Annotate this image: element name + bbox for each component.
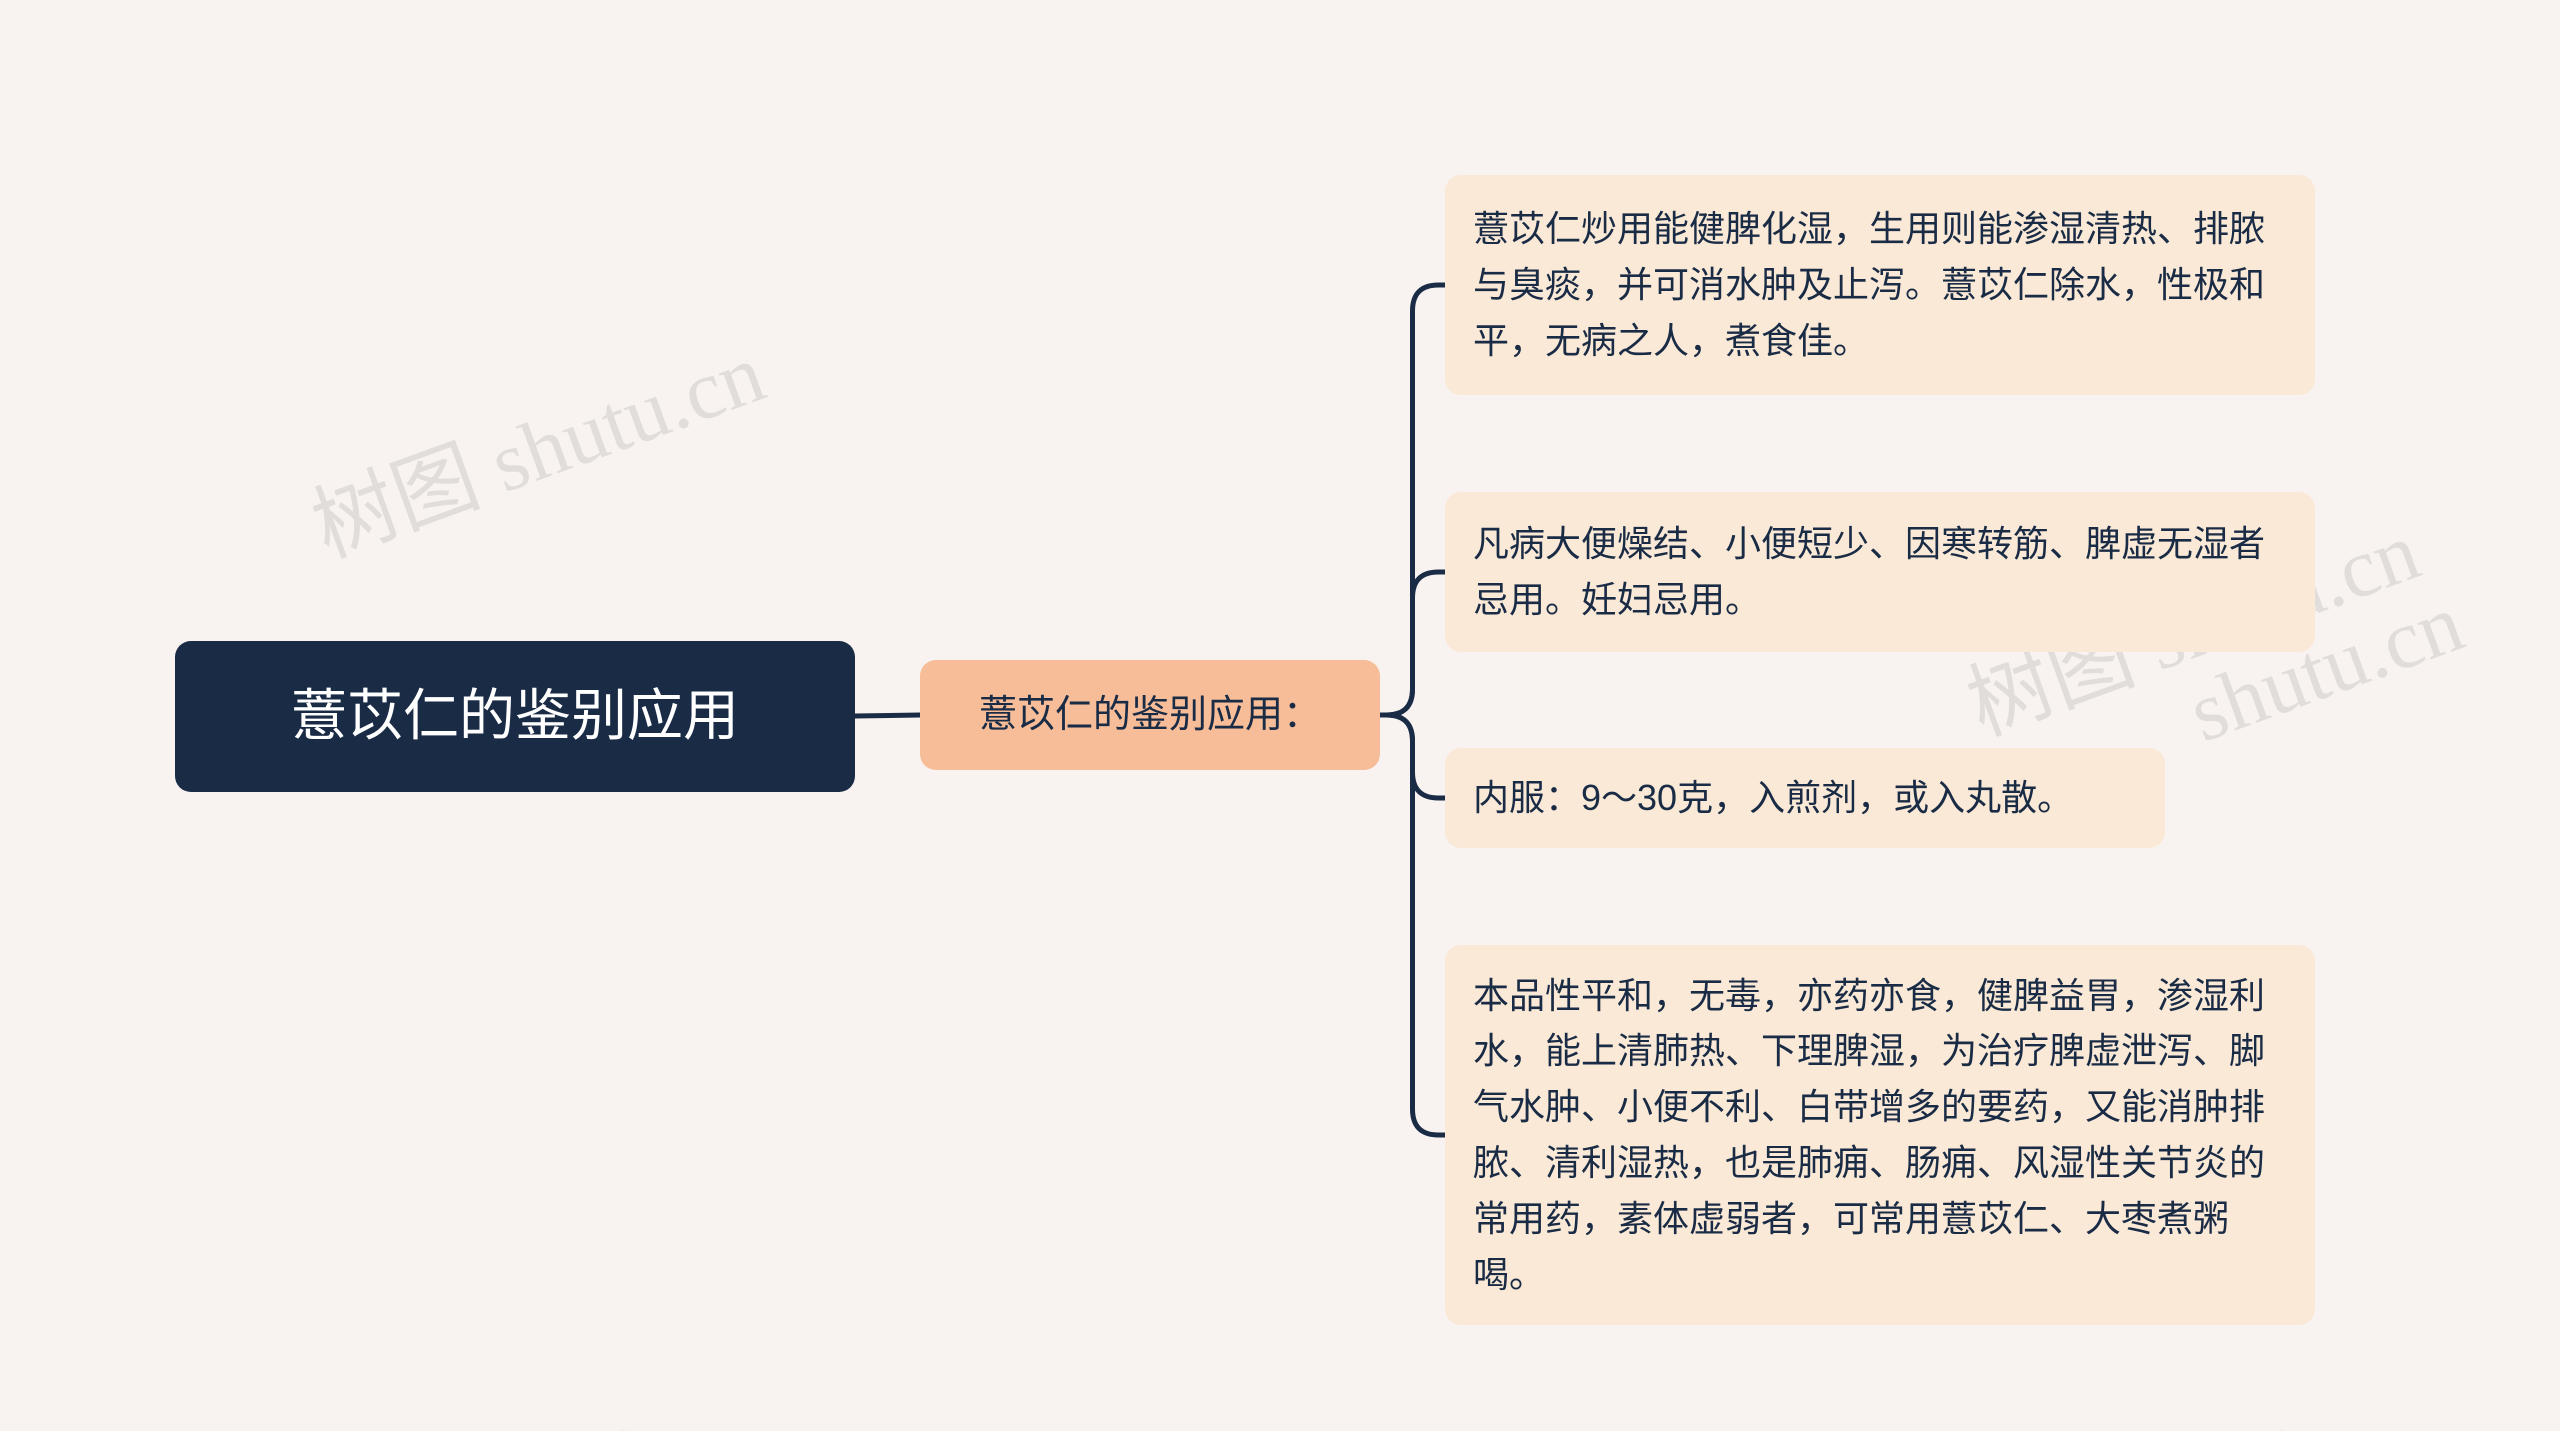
watermark: .cn (527, 1392, 654, 1431)
leaf-node: 凡病大便燥结、小便短少、因寒转筋、脾虚无湿者忌用。妊妇忌用。 (1445, 492, 2315, 652)
watermark: 树图 shutu.cn (294, 306, 778, 581)
root-node: 薏苡仁的鉴别应用 (175, 641, 855, 792)
watermark: .cn (2187, 1392, 2314, 1431)
leaf-text: 薏苡仁炒用能健脾化湿，生用则能渗湿清热、排脓与臭痰，并可消水肿及止泻。薏苡仁除水… (1473, 201, 2287, 368)
root-label: 薏苡仁的鉴别应用 (291, 673, 739, 760)
leaf-node: 内服：9～30克，入煎剂，或入丸散。 (1445, 748, 2165, 848)
leaf-node: 本品性平和，无毒，亦药亦食，健脾益胃，渗湿利水，能上清肺热、下理脾湿，为治疗脾虚… (1445, 945, 2315, 1325)
mid-label: 薏苡仁的鉴别应用： (979, 686, 1321, 745)
leaf-text: 本品性平和，无毒，亦药亦食，健脾益胃，渗湿利水，能上清肺热、下理脾湿，为治疗脾虚… (1473, 968, 2287, 1303)
leaf-node: 薏苡仁炒用能健脾化湿，生用则能渗湿清热、排脓与臭痰，并可消水肿及止泻。薏苡仁除水… (1445, 175, 2315, 395)
mid-node: 薏苡仁的鉴别应用： (920, 660, 1380, 770)
mindmap-canvas: 树图 shutu.cn树图 shutu.cnshutu.cn.cn.cn 薏苡仁… (0, 0, 2560, 1431)
leaf-text: 凡病大便燥结、小便短少、因寒转筋、脾虚无湿者忌用。妊妇忌用。 (1473, 516, 2287, 628)
leaf-text: 内服：9～30克，入煎剂，或入丸散。 (1473, 770, 2073, 826)
